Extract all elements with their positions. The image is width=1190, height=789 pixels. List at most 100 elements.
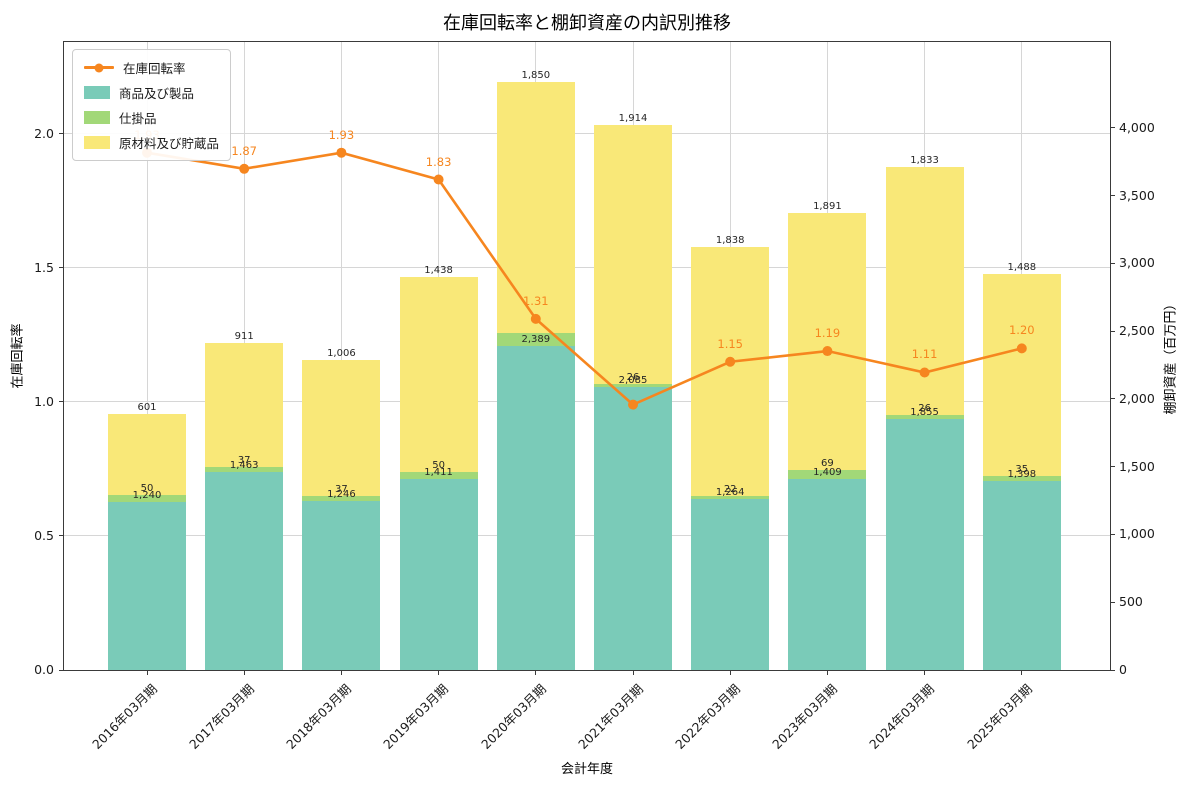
left-tick-label: 0.5 bbox=[34, 527, 54, 543]
x-axis-tick bbox=[826, 670, 828, 675]
bar-segment bbox=[691, 246, 770, 496]
legend-label: 在庫回転率 bbox=[123, 61, 186, 76]
right-axis-tick bbox=[1110, 669, 1115, 671]
bar-segment bbox=[885, 166, 964, 416]
bar-segment-label: 1,240 bbox=[132, 489, 162, 501]
bar-segment-label: 1,850 bbox=[521, 69, 551, 81]
bar-segment-label: 1,914 bbox=[618, 112, 648, 124]
bar-segment bbox=[205, 343, 284, 467]
bar-segment-label: 1,891 bbox=[813, 201, 842, 213]
right-axis-tick bbox=[1110, 466, 1115, 468]
bar-segment bbox=[885, 415, 964, 419]
right-axis-tick bbox=[1110, 398, 1115, 400]
bar-segment-label: 1,246 bbox=[327, 489, 356, 501]
grid-line-horizontal bbox=[64, 133, 1110, 135]
right-tick-label: 4,000 bbox=[1119, 119, 1155, 135]
legend-item: 在庫回転率 bbox=[84, 58, 219, 77]
x-axis-tick bbox=[243, 670, 245, 675]
left-tick-label: 0.0 bbox=[34, 662, 54, 677]
bar-segment bbox=[205, 471, 284, 670]
legend-color-patch bbox=[84, 111, 110, 124]
x-tick-label: 2023年03月期 bbox=[769, 681, 841, 752]
x-tick-label: 2025年03月期 bbox=[963, 681, 1035, 752]
x-tick-label: 2022年03月期 bbox=[672, 681, 743, 752]
bar-segment bbox=[788, 469, 867, 480]
bar-segment bbox=[205, 466, 284, 472]
bar-segment-label: 50 bbox=[432, 460, 445, 471]
bar-segment-label: 1,411 bbox=[424, 466, 453, 478]
x-tick-label: 2021年03月期 bbox=[574, 681, 646, 752]
bar-segment bbox=[982, 475, 1061, 481]
right-axis-tick bbox=[1110, 127, 1115, 129]
turnover-value-label: 1.19 bbox=[814, 326, 841, 341]
bar-segment-label: 911 bbox=[234, 331, 254, 343]
left-tick-label: 1.0 bbox=[34, 393, 54, 409]
bar-segment bbox=[399, 478, 478, 670]
bar-segment-label: 1,006 bbox=[327, 347, 356, 359]
right-tick-label: 1,000 bbox=[1119, 526, 1155, 542]
x-axis-tick bbox=[1021, 670, 1023, 675]
right-axis-tick bbox=[1110, 262, 1115, 264]
bar-segment-label: 37 bbox=[237, 454, 251, 466]
x-tick-label: 2024年03月期 bbox=[866, 681, 938, 752]
left-axis-tick bbox=[59, 401, 64, 403]
bar-segment bbox=[108, 413, 186, 496]
bar-segment bbox=[399, 472, 478, 479]
right-axis-tick bbox=[1110, 601, 1115, 603]
left-axis-tick bbox=[59, 267, 64, 269]
bar-segment bbox=[594, 124, 672, 384]
right-tick-label: 3,500 bbox=[1119, 187, 1155, 203]
left-axis-tick bbox=[59, 133, 64, 135]
grid-line-horizontal bbox=[64, 535, 1110, 537]
left-axis-title: 在庫回転率 bbox=[10, 323, 26, 389]
legend-label: 商品及び製品 bbox=[119, 86, 195, 101]
legend-color-patch bbox=[84, 86, 110, 99]
bar-segment bbox=[302, 359, 381, 497]
legend-item: 原材料及び貯蔵品 bbox=[84, 133, 219, 152]
bar-segment-label: 1,264 bbox=[715, 486, 745, 498]
x-tick-label: 2019年03月期 bbox=[380, 681, 452, 752]
x-tick-label: 2017年03月期 bbox=[186, 681, 257, 752]
bar-segment bbox=[982, 274, 1061, 476]
x-tick-label: 2020年03月期 bbox=[477, 681, 549, 752]
bar-segment bbox=[788, 213, 867, 470]
bar-segment-label: 37 bbox=[335, 484, 348, 496]
x-axis-tick bbox=[340, 670, 342, 675]
bar-segment bbox=[691, 495, 770, 499]
x-axis-tick bbox=[438, 670, 440, 675]
bar-segment bbox=[594, 387, 672, 670]
bar-segment-label: 1,855 bbox=[910, 406, 939, 418]
bar-segment bbox=[302, 501, 381, 670]
turnover-value-label: 1.31 bbox=[522, 293, 549, 308]
x-tick-label: 2018年03月期 bbox=[283, 681, 355, 752]
legend-item: 仕掛品 bbox=[84, 108, 219, 127]
left-tick-label: 2.0 bbox=[34, 125, 54, 141]
x-axis-tick bbox=[146, 670, 148, 675]
turnover-value-label: 1.93 bbox=[328, 127, 355, 142]
right-axis-tick bbox=[1110, 195, 1115, 197]
bar-segment-label: 1,463 bbox=[229, 459, 259, 471]
turnover-value-label: 1.20 bbox=[1008, 323, 1035, 338]
right-axis-title: 棚卸資産（百万円） bbox=[1163, 297, 1179, 415]
legend-label: 仕掛品 bbox=[119, 111, 157, 126]
x-tick-label: 2016年03月期 bbox=[88, 681, 160, 752]
x-axis-tick bbox=[729, 670, 731, 675]
right-tick-label: 3,000 bbox=[1119, 255, 1155, 271]
legend-item: 商品及び製品 bbox=[84, 83, 219, 102]
legend-line-sample bbox=[84, 63, 114, 72]
bar-segment bbox=[982, 480, 1061, 670]
bar-segment-label: 26 bbox=[626, 371, 640, 383]
bar-segment-label: 1,488 bbox=[1007, 262, 1037, 274]
left-axis-tick bbox=[59, 535, 64, 537]
x-axis-title: 会計年度 bbox=[560, 762, 613, 777]
turnover-value-label: 1.11 bbox=[911, 347, 938, 362]
bar-segment-label: 1,833 bbox=[910, 154, 939, 166]
bar-segment bbox=[302, 496, 381, 502]
bar-segment-label: 1,838 bbox=[715, 234, 745, 246]
legend-label: 原材料及び貯蔵品 bbox=[119, 136, 220, 151]
bar-segment-label: 1,438 bbox=[424, 265, 453, 277]
bar-segment-label: 2,389 bbox=[521, 334, 551, 346]
left-tick-label: 1.5 bbox=[34, 259, 54, 275]
